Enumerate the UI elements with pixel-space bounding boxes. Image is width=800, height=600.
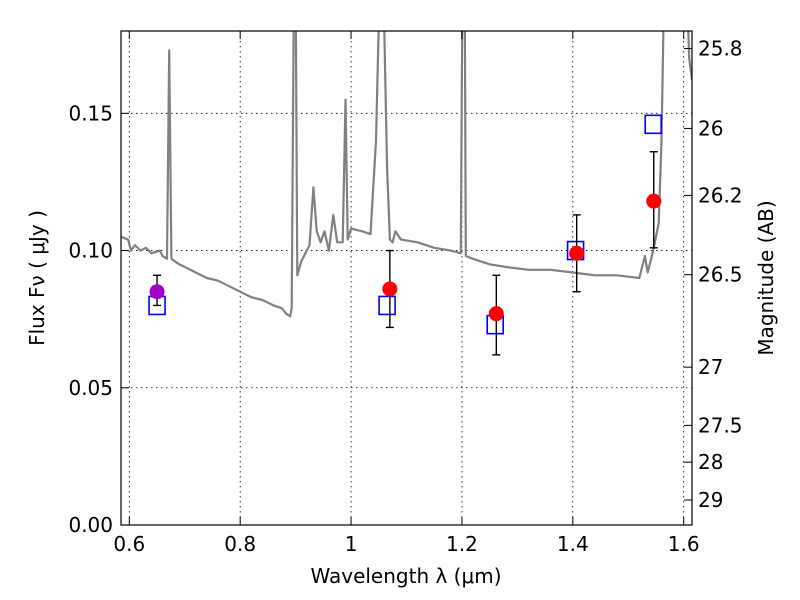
synthetic-flux-marker: [644, 114, 662, 135]
y-axis-label: Flux Fν ( μJy ): [25, 210, 49, 346]
observed-points-layer: [149, 151, 662, 356]
y-tick-label: 0.15: [68, 101, 113, 125]
y-tick-label: 0.05: [68, 376, 113, 400]
right-axis-label: Magnitude (AB): [754, 200, 778, 355]
right-tick-label: 27.5: [698, 413, 743, 437]
right-tick-label: 25.8: [698, 37, 743, 61]
x-tick-label: 1.2: [446, 532, 478, 556]
observed-flux-point: [382, 281, 398, 297]
x-axis-label: Wavelength λ (μm): [310, 564, 501, 588]
right-tick-label: 26: [698, 116, 723, 140]
x-tick-label: 1: [345, 532, 358, 556]
right-tick-label: 28: [698, 450, 723, 474]
y-axis-ticks: 0.00 0.05 0.10 0.15: [68, 101, 129, 537]
plot-frame: [120, 30, 693, 526]
right-axis-ticks: 25.8 26 26.2 26.5 27 27.5 28 29: [684, 37, 743, 512]
x-tick-label: 0.6: [113, 532, 145, 556]
model-spectrum-line: [121, 31, 692, 318]
observed-flux-point: [488, 306, 504, 322]
x-axis-ticks: 0.6 0.8 1 1.2 1.4 1.6: [113, 31, 700, 556]
y-tick-label: 0.00: [68, 513, 113, 537]
right-tick-label: 29: [698, 488, 723, 512]
x-tick-label: 0.8: [224, 532, 256, 556]
observed-flux-point: [149, 284, 165, 300]
model-spectrum-layer: [121, 31, 692, 318]
observed-flux-point: [569, 245, 585, 261]
right-tick-label: 26.2: [698, 183, 743, 207]
observed-flux-point: [646, 193, 662, 209]
y-tick-label: 0.10: [68, 239, 113, 263]
synthetic-flux-marker: [378, 295, 396, 316]
right-tick-label: 26.5: [698, 263, 743, 287]
x-tick-label: 1.6: [668, 532, 700, 556]
right-tick-label: 27: [698, 355, 723, 379]
x-tick-label: 1.4: [557, 532, 589, 556]
